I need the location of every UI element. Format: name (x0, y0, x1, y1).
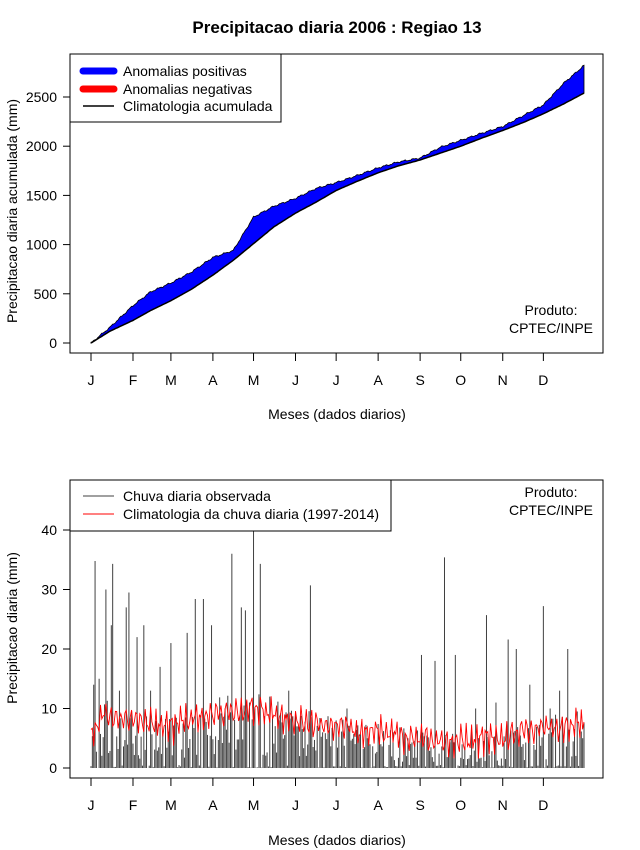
plot2-product-org: CPTEC/INPE (509, 502, 593, 518)
plot2-x-tick-label: M (165, 797, 177, 813)
plot2-y-tick-label: 40 (41, 522, 57, 538)
plot2-y-tick-label: 10 (41, 701, 57, 717)
plot1-y-tick-label: 2500 (26, 89, 57, 105)
plot2-x-tick-label: A (373, 797, 383, 813)
plot1-y-tick-label: 1000 (26, 237, 57, 253)
plot2-x-tick-label: J (88, 797, 95, 813)
plot2-y-label: Precipitacao diaria (mm) (4, 552, 20, 704)
plot1-y-tick-label: 1500 (26, 187, 57, 203)
plot1-x-tick-label: J (88, 372, 95, 388)
plot2-x-label: Meses (dados diarios) (268, 832, 406, 848)
plot1-x-tick-label: O (455, 372, 466, 388)
figure-title: Precipitacao diaria 2006 : Regiao 13 (192, 18, 481, 37)
plot1-y-label: Precipitacao diaria acumulada (mm) (4, 99, 20, 323)
plot1-y-axis: 0 500 1000 1500 2000 2500 (26, 89, 71, 351)
plot1-x-tick-label: F (129, 372, 138, 388)
daily-climatology-line (90, 696, 585, 759)
plot1-x-tick-label: D (538, 372, 548, 388)
plot1-x-tick-label: J (292, 372, 299, 388)
plot1-y-tick-label: 500 (34, 286, 58, 302)
plot1-x-tick-label: M (165, 372, 177, 388)
plot1-x-tick-label: S (415, 372, 424, 388)
plot2-y-axis: 0 10 20 30 40 (41, 522, 71, 776)
legend-negative-label: Anomalias negativas (123, 81, 252, 97)
plot2-legend: Chuva diaria observada Climatologia da c… (69, 479, 392, 532)
plot2-x-tick-label: S (415, 797, 424, 813)
plot1-legend: Anomalias positivas Anomalias negativas … (69, 53, 282, 123)
plot2-x-tick-label: J (333, 797, 340, 813)
plot2-x-tick-label: D (538, 797, 548, 813)
legend-observed-label: Chuva diaria observada (123, 488, 271, 504)
accumulated-plot-area (90, 64, 585, 344)
plot2-y-tick-label: 30 (41, 582, 57, 598)
plot1-x-tick-label: A (208, 372, 218, 388)
plot1-product-label: Produto: (525, 302, 578, 318)
plot1-x-tick-label: N (498, 372, 508, 388)
daily-precipitation-panel: 0 10 20 30 40 J F M A M J J A S O N D Precipitacao diar… (4, 479, 604, 848)
plot2-x-tick-label: J (292, 797, 299, 813)
daily-plot-area (90, 530, 585, 768)
plot1-x-tick-label: M (248, 372, 260, 388)
plot2-x-tick-label: A (208, 797, 218, 813)
legend-climatology-label: Climatologia acumulada (123, 98, 273, 114)
plot2-x-tick-label: N (498, 797, 508, 813)
plot2-legend-box (69, 479, 392, 532)
legend-positive-label: Anomalias positivas (123, 63, 247, 79)
accumulated-climatology-line (90, 92, 585, 344)
accumulated-precipitation-panel: 0 500 1000 1500 2000 2500 J F M A M J J A S O N D Precip… (4, 53, 604, 422)
plot2-x-tick-label: F (129, 797, 138, 813)
plot1-y-tick-label: 2000 (26, 138, 57, 154)
plot2-x-tick-label: M (248, 797, 260, 813)
plot1-x-tick-label: J (333, 372, 340, 388)
plot2-y-tick-label: 20 (41, 641, 57, 657)
plot1-product-org: CPTEC/INPE (509, 320, 593, 336)
plot1-x-label: Meses (dados diarios) (268, 406, 406, 422)
plot1-y-tick-label: 0 (49, 335, 57, 351)
plot2-product-label: Produto: (525, 484, 578, 500)
plot1-x-tick-label: A (373, 372, 383, 388)
plot2-y-tick-label: 0 (49, 760, 57, 776)
legend-daily-climatology-label: Climatologia da chuva diaria (1997-2014) (123, 506, 379, 522)
plot2-x-tick-label: O (455, 797, 466, 813)
